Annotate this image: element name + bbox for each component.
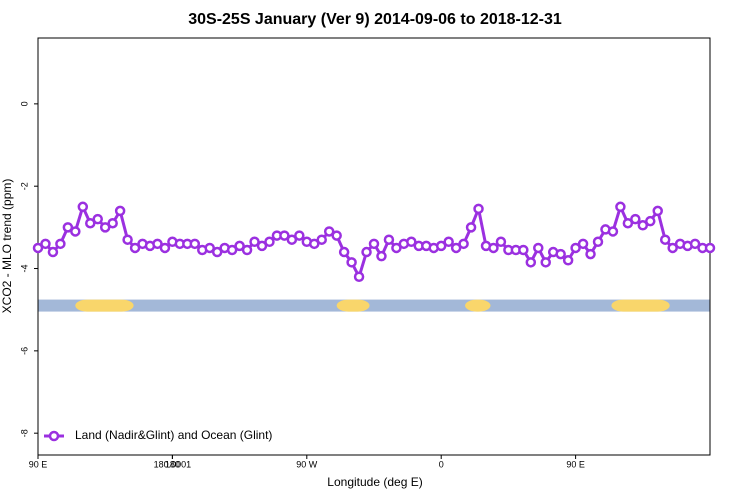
data-point (204, 242, 215, 254)
data-point (518, 244, 529, 256)
data-point (211, 246, 223, 258)
data-point (226, 244, 238, 256)
y-tick-label: 0 (19, 101, 29, 106)
data-point (667, 242, 678, 254)
data-point (435, 240, 447, 252)
data-point (264, 236, 275, 248)
ocean-band (38, 299, 710, 312)
data-point (592, 236, 604, 248)
y-tick-label: -4 (19, 265, 29, 273)
data-point (473, 203, 484, 215)
data-point (652, 205, 663, 217)
data-point (689, 238, 701, 250)
land-segment (611, 299, 670, 312)
data-point (615, 201, 626, 213)
data-point (159, 242, 171, 254)
data-point (62, 222, 74, 233)
chart-title: 30S-25S January (Ver 9) 2014-09-06 to 20… (188, 11, 562, 28)
legend-label: Land (Nadir&Glint) and Ocean (Glint) (75, 428, 272, 442)
data-point (55, 238, 66, 250)
data-point (241, 244, 253, 256)
data-point (129, 242, 141, 254)
data-point (585, 248, 596, 260)
data-point (555, 248, 566, 260)
data-point (495, 236, 507, 248)
x-tick-label: 180 (165, 459, 180, 469)
data-point (77, 201, 89, 213)
data-point (659, 234, 671, 245)
x-tick-label: 90 E (566, 459, 585, 469)
x-axis-label: Longitude (deg E) (327, 475, 422, 489)
data-point (47, 246, 59, 258)
data-point (114, 205, 126, 217)
x-tick-label: 90 E (29, 459, 48, 469)
data-point (152, 238, 163, 250)
data-point (443, 236, 454, 248)
data-point (391, 242, 402, 254)
data-point (376, 250, 387, 262)
data-point (361, 246, 372, 258)
data-point (353, 271, 365, 283)
data-point (488, 242, 499, 254)
data-point (234, 240, 245, 252)
data-point (85, 217, 96, 229)
land-segment (75, 299, 134, 312)
data-point (122, 234, 133, 245)
data-point (279, 230, 290, 241)
data-point (316, 234, 327, 245)
data-point (189, 238, 201, 250)
data-point (92, 213, 103, 225)
data-point (406, 236, 417, 248)
x-tick-label: 180.0001 (154, 459, 192, 469)
legend-marker (48, 430, 60, 442)
data-point (704, 242, 716, 254)
data-point (577, 238, 589, 250)
data-point (533, 242, 544, 254)
data-point (286, 234, 298, 245)
land-segment (336, 299, 370, 312)
y-axis-label: XCO2 - MLO trend (ppm) (0, 179, 14, 314)
data-point (294, 230, 305, 241)
data-point (338, 246, 350, 258)
data-point (323, 226, 335, 237)
data-point (645, 215, 656, 227)
data-point (368, 238, 380, 250)
data-point (70, 226, 81, 237)
data-point (346, 257, 357, 268)
data-point (458, 238, 469, 250)
data-point (256, 240, 268, 252)
x-tick-label: 0 (439, 459, 444, 469)
data-point (622, 217, 634, 229)
land-segment (465, 299, 491, 312)
data-point (465, 222, 477, 233)
data-point (630, 213, 641, 225)
data-point (331, 230, 342, 241)
data-point (637, 220, 649, 231)
data-point (450, 242, 462, 254)
data-point (540, 257, 551, 268)
y-tick-label: -2 (19, 182, 29, 190)
data-point (249, 236, 260, 248)
data-point (570, 242, 581, 254)
data-point (32, 242, 44, 254)
data-point (107, 217, 118, 229)
data-point (607, 226, 619, 237)
data-point (525, 257, 537, 268)
y-tick-label: -8 (19, 429, 29, 437)
data-point (40, 238, 51, 250)
data-point (383, 234, 395, 245)
data-point (99, 222, 111, 233)
data-point (309, 238, 320, 250)
y-tick-label: -6 (19, 347, 29, 355)
data-point (562, 255, 574, 266)
x-tick-label: 90 W (296, 459, 318, 469)
